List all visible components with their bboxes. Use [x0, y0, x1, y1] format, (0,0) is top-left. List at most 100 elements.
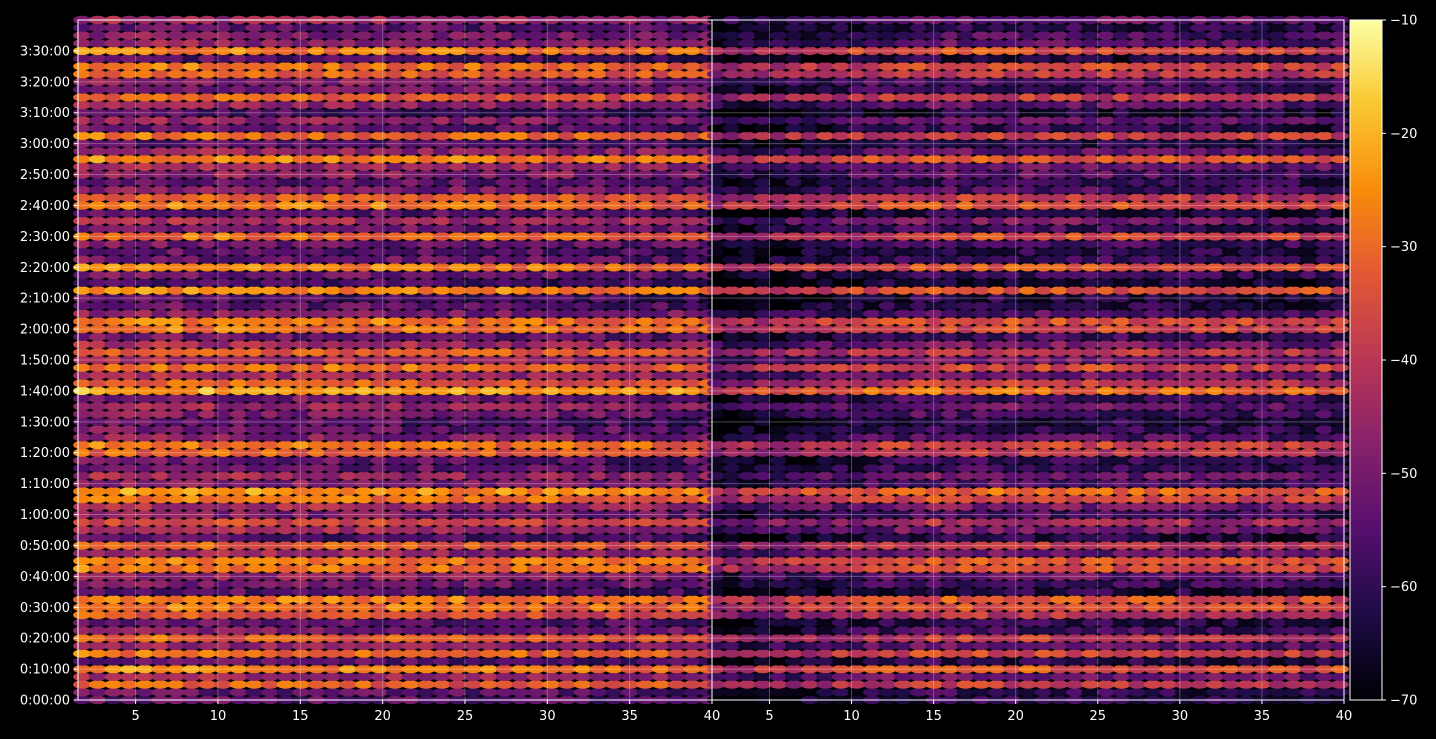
heatmap-cell [135, 216, 154, 226]
heatmap-cell [167, 641, 185, 651]
heatmap-cell [276, 680, 295, 689]
heatmap-cell [104, 23, 123, 32]
heatmap-cell [448, 85, 467, 94]
heatmap-cell [1315, 672, 1334, 681]
heatmap-cell [135, 69, 154, 79]
heatmap-cell [292, 556, 311, 566]
heatmap-cell [432, 363, 451, 372]
heatmap-cell [401, 340, 420, 349]
heatmap-cell [573, 77, 592, 87]
heatmap-cell [448, 379, 467, 388]
heatmap-cell [432, 456, 451, 465]
heatmap-cell [831, 587, 850, 596]
heatmap-cell [526, 247, 545, 256]
heatmap-cell [401, 355, 420, 365]
heatmap-cell [1284, 494, 1303, 504]
heatmap-cell [104, 39, 123, 48]
heatmap-cell [769, 487, 788, 496]
heatmap-cell [182, 54, 201, 63]
heatmap-cell [354, 440, 373, 450]
heatmap-cell [135, 402, 154, 411]
heatmap-cell [151, 116, 170, 125]
heatmap-cell [198, 572, 217, 581]
heatmap-cell [495, 93, 514, 102]
heatmap-cell [667, 239, 686, 249]
heatmap-cell [354, 317, 373, 326]
heatmap-cell [863, 533, 882, 542]
heatmap-cell [667, 363, 686, 372]
heatmap-cell [198, 54, 217, 63]
heatmap-cell [260, 603, 279, 612]
heatmap-cell [213, 239, 232, 249]
heatmap-cell [73, 93, 92, 102]
heatmap-cell [1143, 502, 1162, 511]
heatmap-cell [448, 209, 467, 218]
heatmap-cell [229, 332, 248, 341]
heatmap-cell [292, 278, 311, 287]
heatmap-cell [847, 456, 866, 465]
heatmap-cell [542, 518, 561, 527]
heatmap-cell [589, 603, 608, 612]
heatmap-cell [386, 518, 404, 527]
heatmap-cell [605, 85, 623, 94]
heatmap-cell [956, 610, 975, 620]
heatmap-cell [605, 278, 623, 287]
heatmap-cell [151, 556, 170, 566]
heatmap-cell [229, 448, 248, 457]
heatmap-cell [605, 108, 623, 117]
heatmap-cell [401, 564, 420, 573]
heatmap-cell [573, 402, 592, 411]
heatmap-cell [1128, 518, 1147, 527]
heatmap-cell [464, 332, 483, 341]
heatmap-cell [800, 649, 819, 658]
heatmap-cell [182, 278, 201, 287]
heatmap-cell [464, 170, 483, 179]
heatmap-cell [558, 46, 577, 56]
heatmap-cell [1065, 649, 1084, 658]
heatmap-cell [605, 332, 623, 341]
heatmap-cell [558, 464, 577, 473]
heatmap-cell [432, 317, 451, 326]
heatmap-cell [386, 440, 404, 450]
heatmap-cell [260, 93, 279, 102]
heatmap-cell [167, 324, 185, 334]
heatmap-cell [88, 626, 107, 635]
heatmap-cell [104, 533, 123, 542]
heatmap-cell [956, 518, 975, 527]
heatmap-cell [354, 247, 373, 256]
heatmap-cell [88, 270, 107, 280]
heatmap-cell [683, 572, 702, 581]
heatmap-cell [878, 610, 897, 620]
heatmap-cell [1190, 626, 1209, 635]
heatmap-cell [339, 224, 358, 233]
heatmap-cell [652, 649, 670, 658]
heatmap-cell [198, 201, 217, 210]
heatmap-cell [956, 464, 975, 473]
heatmap-cell [182, 564, 201, 573]
heatmap-cell [769, 641, 788, 651]
heatmap-cell [636, 77, 655, 87]
heatmap-cell [198, 433, 217, 442]
heatmap-cell [198, 456, 217, 465]
heatmap-cell [292, 518, 311, 527]
heatmap-cell [667, 139, 686, 148]
heatmap-cell [479, 294, 498, 303]
heatmap-cell [213, 77, 232, 87]
heatmap-cell [479, 209, 498, 218]
heatmap-cell [972, 626, 991, 635]
heatmap-cell [526, 77, 545, 87]
heatmap-cell [542, 324, 561, 334]
heatmap-cell [722, 626, 741, 635]
heatmap-cell [182, 680, 201, 689]
heatmap-cell [354, 518, 373, 527]
heatmap-cell [260, 487, 279, 496]
heatmap-cell [652, 587, 670, 596]
heatmap-cell [542, 579, 561, 589]
heatmap-cell [260, 348, 279, 357]
heatmap-cell [1019, 618, 1037, 627]
heatmap-cell [276, 641, 295, 651]
heatmap-cell [120, 46, 138, 56]
heatmap-cell [198, 556, 217, 566]
heatmap-cell [1330, 587, 1349, 596]
heatmap-cell [354, 116, 373, 125]
